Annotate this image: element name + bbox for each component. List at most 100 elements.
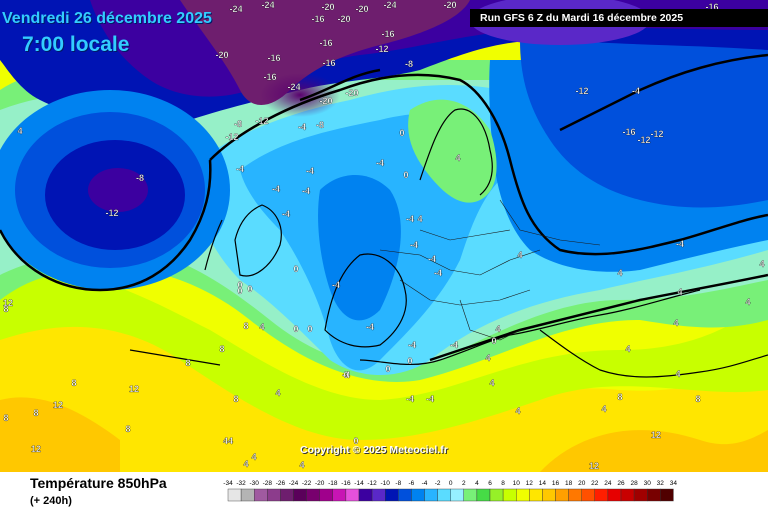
isotherm-label: -8	[405, 59, 413, 69]
legend-swatch	[581, 488, 596, 502]
isotherm-label: -4	[428, 254, 436, 264]
legend-swatch	[254, 488, 268, 502]
isotherm-label: -12	[375, 44, 388, 54]
band-minus20-north	[180, 0, 470, 105]
isotherm-label: 12	[53, 400, 63, 410]
isotherm-label: 4	[601, 404, 606, 414]
legend-swatch	[280, 488, 294, 502]
isotherm-label: -20	[319, 96, 332, 106]
isotherm-label: -4	[426, 394, 434, 404]
legend-bar: Température 850hPa (+ 240h) -34 -32 -30 -28…	[0, 472, 768, 512]
isotherm-label: 8	[71, 378, 76, 388]
legend-tick-label: 26	[617, 480, 625, 487]
isotherm-label: 0	[237, 286, 242, 296]
isotherm-label: 12	[3, 298, 13, 308]
legend-tick-label: 24	[604, 480, 612, 487]
forecast-time: 7:00 locale	[22, 33, 130, 56]
legend-tick-label: -2	[435, 480, 441, 487]
legend-swatch	[529, 488, 543, 502]
isotherm-label: 0	[293, 324, 298, 334]
legend-tick-label: -26	[276, 480, 286, 487]
isotherm-label: 4	[517, 250, 522, 260]
isotherm-label: -12	[105, 208, 118, 218]
isotherm-label: 8	[617, 392, 622, 402]
isotherm-label: -16	[705, 2, 718, 12]
legend-swatch	[555, 488, 569, 502]
isotherm-label: 12	[129, 384, 139, 394]
band-14	[0, 397, 120, 472]
isotherm-label: -16	[263, 72, 276, 82]
isotherm-label: 8	[233, 394, 238, 404]
legend-tick-label: 0	[449, 480, 453, 487]
band-12	[0, 318, 768, 472]
legend-swatch	[437, 488, 451, 502]
isotherm-label: -4	[632, 86, 640, 96]
legend-tick-label: -12	[367, 480, 377, 487]
atlantic-low-center	[88, 168, 148, 212]
legend-tick-label: -32	[236, 480, 246, 487]
country-borders	[379, 199, 601, 341]
isotherm-label: -4	[366, 322, 374, 332]
legend-tick-label: 8	[501, 480, 505, 487]
isotherm-label: -4	[406, 214, 414, 224]
legend-swatch	[516, 488, 530, 502]
isotherm-label: -12	[575, 86, 588, 96]
isotherm-label: 4	[417, 214, 422, 224]
isotherm-label: 4	[485, 353, 490, 363]
isotherm-label: -4	[306, 166, 314, 176]
legend-tick-label: -18	[328, 480, 338, 487]
isotherm-label: -16	[622, 127, 635, 137]
legend-swatch	[502, 488, 517, 502]
legend-tick-label: -30	[249, 480, 259, 487]
legend-swatch	[398, 488, 412, 502]
legend-swatch	[476, 488, 491, 502]
isotherm-label: -20	[215, 50, 228, 60]
variable-title: Température 850hPa	[30, 475, 167, 491]
isotherm-label: 12	[589, 461, 599, 471]
isotherm-label: 4	[745, 297, 750, 307]
isotherm-label: -4	[332, 280, 340, 290]
legend-swatch	[489, 488, 504, 502]
legend-swatch	[319, 488, 333, 502]
legend-swatch	[463, 488, 478, 502]
isotherm-label: -24	[383, 0, 396, 10]
legend-tick-label: 32	[657, 480, 665, 487]
forecast-date: Vendredi 26 décembre 2025	[2, 10, 212, 27]
legend-swatch	[240, 488, 255, 502]
temperature-map: -24 -24 -20 -20 -24 -20 -16 -20 -12 -16 -16 -16 -20-…	[0, 0, 768, 472]
isotherm-label: 0	[491, 336, 496, 346]
isotherm-label: -16	[319, 38, 332, 48]
isotherm-label: -8	[136, 173, 144, 183]
isotherm-label: 0	[353, 436, 358, 446]
legend-swatch	[594, 488, 609, 502]
band-14-east	[540, 430, 768, 472]
isotherm-label: 8	[695, 394, 700, 404]
isotherm-label: 4	[259, 322, 264, 332]
isotherm-label: -4	[342, 370, 350, 380]
legend-tick-label: -14	[354, 480, 364, 487]
legend-tick-label: 2	[462, 480, 466, 487]
legend-swatch	[371, 488, 386, 502]
isotherm-label: 0	[343, 370, 348, 380]
isotherm-label: -12	[225, 132, 238, 142]
isotherm-label: -12	[637, 135, 650, 145]
isotherm-label: 8	[243, 321, 248, 331]
legend-tick-label: 6	[488, 480, 492, 487]
isotherm-label: -16	[322, 58, 335, 68]
isotherm-label: -4	[450, 340, 458, 350]
cold-core-24	[260, 73, 340, 117]
legend-swatch	[607, 488, 622, 502]
legend-tick-label: -20	[315, 480, 325, 487]
isotherm-label: 0	[385, 364, 390, 374]
legend-tick-label: 22	[591, 480, 599, 487]
isotherm-label: 4	[515, 406, 520, 416]
isotherm-label: 4	[759, 259, 764, 269]
legend-tick-label: -24	[289, 480, 299, 487]
isotherm-label: -20	[321, 2, 334, 12]
isotherm-label: -16	[267, 53, 280, 63]
isotherm-label: -20	[345, 88, 358, 98]
isotherm-label: -24	[229, 4, 242, 14]
scandinavia-warm	[408, 99, 497, 203]
isotherm-label: 12	[651, 430, 661, 440]
isotherm-label: -8	[316, 120, 324, 130]
